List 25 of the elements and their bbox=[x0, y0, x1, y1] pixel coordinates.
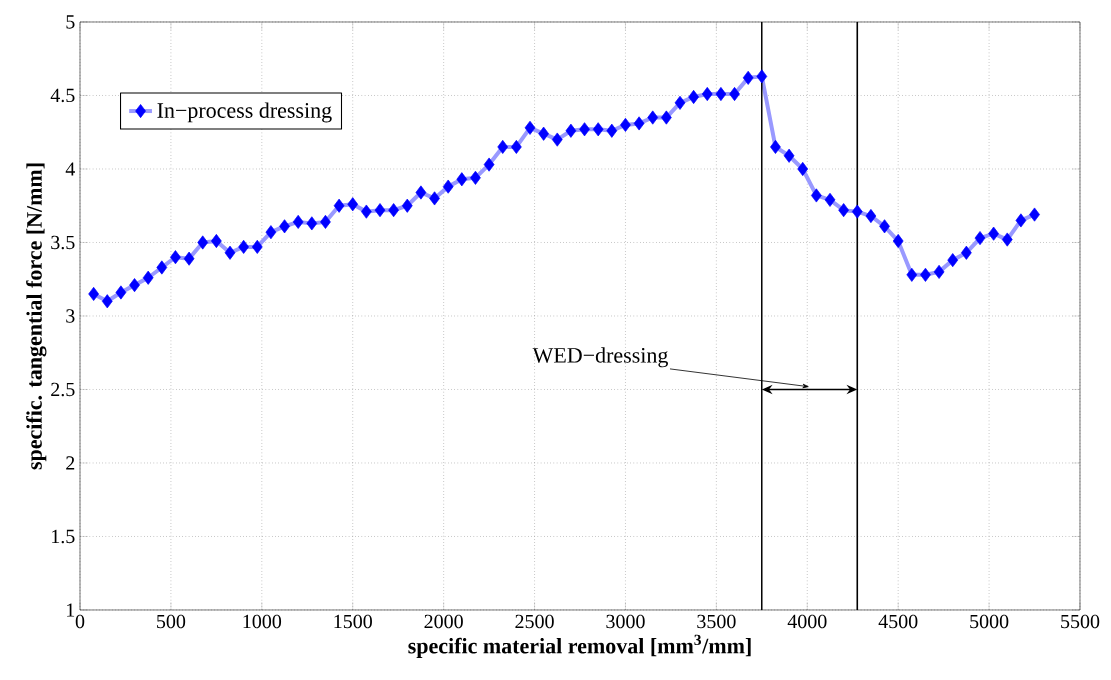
x-tick-label: 0 bbox=[75, 614, 85, 629]
y-tick-label: 2 bbox=[66, 456, 75, 470]
y-tick-label: 3.5 bbox=[51, 235, 75, 250]
y-tick-label: 1.5 bbox=[52, 529, 75, 544]
legend-label: In−process dressing bbox=[157, 102, 332, 123]
x-tick-label: 5500 bbox=[1061, 614, 1100, 629]
y-tick-label: 5 bbox=[66, 15, 75, 29]
x-tick-label: 1500 bbox=[334, 614, 372, 629]
x-tick-label: 3500 bbox=[697, 614, 736, 629]
x-tick-label: 500 bbox=[157, 614, 186, 629]
y-tick-label: 1 bbox=[67, 603, 75, 617]
annotation: WED−dressing bbox=[532, 347, 668, 368]
x-tick-label: 4500 bbox=[878, 614, 918, 629]
y-tick-label: 4 bbox=[65, 162, 75, 176]
y-tick-label: 2.5 bbox=[51, 382, 75, 397]
x-tick-label: 3000 bbox=[606, 614, 645, 629]
x-tick-label: 5000 bbox=[970, 614, 1009, 629]
y-tick-label: 3 bbox=[66, 309, 75, 323]
x-tick-label: 4000 bbox=[787, 614, 827, 629]
x-tick-label: 2500 bbox=[515, 614, 554, 629]
y-tick-label: 4.5 bbox=[50, 88, 75, 103]
x-axis-title: specific material removal [mm$^{3}$/mm] bbox=[408, 634, 751, 658]
y-axis-title: specific. tangential force [N/mm] bbox=[26, 163, 47, 470]
x-tick-label: 1000 bbox=[243, 614, 282, 629]
x-tick-label: 2000 bbox=[424, 614, 463, 629]
